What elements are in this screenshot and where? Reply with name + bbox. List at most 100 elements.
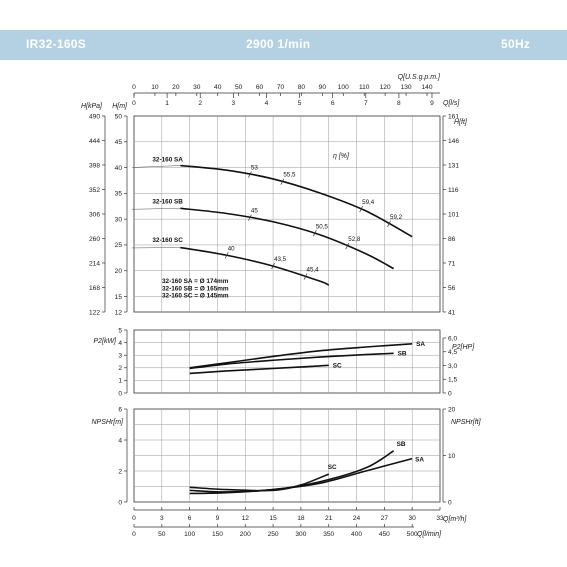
right-ft-tick-label: 116 <box>448 187 459 194</box>
power-curve-label: SB <box>398 350 407 357</box>
left-kpa-tick-label: 260 <box>89 236 100 243</box>
efficiency-value-label: 59,2 <box>390 214 403 221</box>
npsh-curve-label: SA <box>415 457 424 464</box>
top-gpm-tick-label: 140 <box>421 84 432 91</box>
efficiency-value-label: 40 <box>228 245 235 252</box>
top-ls-tick-label: 4 <box>265 100 269 107</box>
head-curve-leader <box>131 165 181 168</box>
efficiency-tick <box>359 205 363 213</box>
top-gpm-tick-label: 30 <box>193 84 201 91</box>
power-curve-sa <box>189 343 413 369</box>
bottom-m3h-tick-label: 30 <box>409 515 417 522</box>
left-kpa-axis-title: H[kPa] <box>81 103 103 110</box>
left-m-tick-label: 35 <box>115 191 123 198</box>
npsh-right-tick-label: 20 <box>448 406 456 413</box>
bottom-m3h-tick-label: 6 <box>188 515 192 522</box>
right-ft-tick-label: 101 <box>448 211 459 218</box>
efficiency-tick <box>387 220 391 227</box>
left-kpa-tick-label: 214 <box>89 260 100 267</box>
top-ls-tick-label: 3 <box>231 100 235 107</box>
bottom-lmin-tick-label: 400 <box>351 531 362 538</box>
right-ft-tick-label: 41 <box>448 309 456 316</box>
left-kpa-tick-label: 168 <box>89 285 100 292</box>
top-gpm-tick-label: 60 <box>256 84 264 91</box>
left-m-tick-label: 50 <box>115 113 123 120</box>
npsh-curve-sc <box>189 473 330 492</box>
left-kpa-tick-label: 398 <box>89 162 100 169</box>
top-gpm-axis-title: Q[U.S.g.p.m.] <box>398 74 441 81</box>
power-left-tick-label: 2 <box>118 365 122 372</box>
top-gpm-tick-label: 130 <box>401 84 412 91</box>
title-bar: IR32-160S 2900 1/min 50Hz <box>0 30 567 60</box>
head-curve-leader <box>131 208 181 210</box>
left-m-tick-label: 25 <box>115 242 123 249</box>
bottom-m3h-axis-title: Q[m³/h] <box>443 516 467 523</box>
top-gpm-tick-label: 80 <box>298 84 306 91</box>
bottom-lmin-tick-label: 50 <box>158 531 166 538</box>
top-ls-tick-label: 5 <box>298 100 302 107</box>
bottom-lmin-tick-label: 0 <box>132 531 136 538</box>
right-ft-tick-label: 86 <box>448 236 456 243</box>
right-ft-tick-label: 71 <box>448 260 456 267</box>
bottom-lmin-tick-label: 300 <box>295 531 306 538</box>
bottom-m3h-tick-label: 24 <box>353 515 361 522</box>
npsh-curve-label: SC <box>328 464 337 471</box>
head-curve-label: 32-160 SB <box>152 198 183 205</box>
power-curve-sb <box>189 352 394 370</box>
bottom-lmin-axis-title: Q[l/min] <box>417 531 442 538</box>
power-left-axis-title: P2[kW] <box>93 338 117 345</box>
efficiency-value-label: 53 <box>251 165 258 172</box>
efficiency-tick <box>313 230 317 237</box>
left-kpa-tick-label: 306 <box>89 211 100 218</box>
left-kpa-tick-label: 352 <box>89 187 100 194</box>
impeller-diameter-note: 32-160 SB = Ø 165mm <box>162 285 229 292</box>
npsh-left-tick-label: 0 <box>118 499 122 506</box>
bottom-lmin-tick-label: 350 <box>323 531 334 538</box>
bottom-lmin-tick-label: 100 <box>184 531 195 538</box>
left-m-tick-label: 40 <box>115 165 123 172</box>
left-m-tick-label: 20 <box>115 268 123 275</box>
power-left-tick-label: 1 <box>118 378 122 385</box>
power-right-tick-label: 0 <box>448 390 452 397</box>
left-m-tick-label: 15 <box>115 294 123 301</box>
bottom-lmin-tick-label: 200 <box>240 531 251 538</box>
efficiency-tick <box>345 242 350 250</box>
top-ls-tick-label: 7 <box>364 100 368 107</box>
top-gpm-tick-label: 50 <box>235 84 243 91</box>
power-left-tick-label: 4 <box>118 340 122 347</box>
efficiency-value-label: 43,5 <box>274 256 287 263</box>
bottom-m3h-tick-label: 12 <box>242 515 250 522</box>
efficiency-tick <box>248 214 252 221</box>
top-ls-tick-label: 6 <box>331 100 335 107</box>
efficiency-value-label: 45,4 <box>307 267 320 274</box>
power-curve-label: SA <box>416 341 425 348</box>
npsh-left-tick-label: 4 <box>118 437 122 444</box>
right-ft-tick-label: 161 <box>448 113 459 120</box>
power-left-tick-label: 5 <box>118 327 122 334</box>
bottom-lmin-tick-label: 150 <box>212 531 223 538</box>
top-gpm-tick-label: 90 <box>319 84 327 91</box>
top-ls-tick-label: 9 <box>430 100 434 107</box>
head-curve-sa <box>180 164 413 238</box>
efficiency-tick <box>248 171 252 178</box>
efficiency-value-label: 59,4 <box>362 199 375 206</box>
bottom-m3h-tick-label: 21 <box>325 515 333 522</box>
top-ls-tick-label: 1 <box>165 100 169 107</box>
top-gpm-tick-label: 110 <box>359 84 370 91</box>
efficiency-axis-label: η [%] <box>333 153 350 160</box>
bottom-m3h-tick-label: 33 <box>436 515 444 522</box>
right-ft-tick-label: 56 <box>448 285 456 292</box>
top-ls-tick-label: 0 <box>132 100 136 107</box>
power-right-tick-label: 3,0 <box>448 363 457 370</box>
left-kpa-tick-label: 490 <box>89 113 100 120</box>
right-ft-tick-label: 146 <box>448 138 459 145</box>
top-gpm-tick-label: 40 <box>214 84 222 91</box>
bottom-lmin-tick-label: 450 <box>379 531 390 538</box>
bottom-lmin-tick-label: 500 <box>407 531 418 538</box>
power-right-tick-label: 6,0 <box>448 335 457 342</box>
right-ft-axis-title: H[ft] <box>454 119 468 126</box>
bottom-m3h-tick-label: 15 <box>269 515 277 522</box>
npsh-curve-label: SB <box>397 441 406 448</box>
power-right-axis-title: P2[HP] <box>452 344 475 351</box>
top-gpm-tick-label: 0 <box>132 84 136 91</box>
